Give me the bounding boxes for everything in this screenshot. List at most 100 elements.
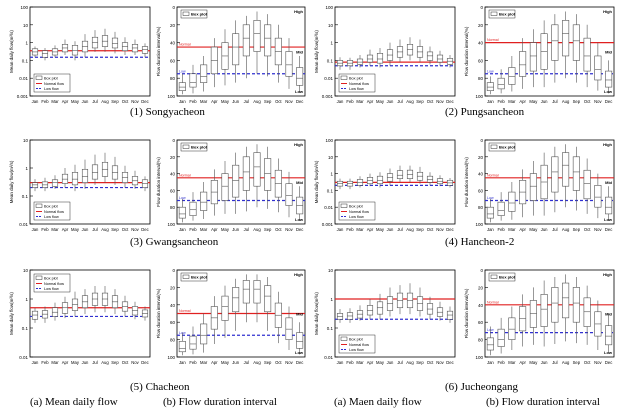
y-tick-label: 0.01 [19,222,28,227]
box-rect [376,175,384,185]
y-tick-label: 0.01 [19,355,28,360]
x-tick-label: Jun [82,99,89,104]
box-rect [232,33,240,66]
y-axis-label: Mean daily flow(m³/s) [9,292,14,335]
y-tick-label: 0.1 [327,58,334,63]
x-tick-label: May [529,227,538,232]
box-rect [594,55,602,81]
x-tick-label: Dec [446,360,453,365]
legend-label: Normal flow [349,210,369,214]
x-tick-label: Dec [446,227,453,232]
box-rect [189,201,197,216]
y-tick-label: 40 [170,41,176,46]
legend-label: Box plot [349,205,364,209]
y-tick-label: 0.01 [324,355,333,360]
box-rect [296,332,304,349]
x-tick-label: Jun [82,360,89,365]
zone-label-low: Low [295,350,304,355]
x-tick-label: Feb [41,99,49,104]
box-rect [529,42,537,72]
x-tick-label: Mar [51,360,59,365]
box-rect [376,53,384,64]
y-tick-label: 100 [325,138,333,143]
legend-label: Low flow [349,348,364,352]
box-rect [366,54,374,63]
x-tick-label: Nov [285,227,293,232]
legend-label: Box plot [191,145,208,150]
x-tick-label: Apr [519,99,526,104]
y-tick-label: 1 [330,297,333,302]
x-tick-label: Aug [101,227,109,232]
x-tick-label: Sep [111,227,119,232]
y-tick-label: 20 [478,285,484,290]
panel-caption: (6) Jucheongang [445,381,519,393]
y-tick-label: 0 [480,268,483,273]
legend-label: Box plot [44,277,59,281]
x-tick-label: May [529,360,538,365]
x-tick-label: Oct [275,99,282,104]
x-tick-label: Sep [111,360,119,365]
legend-label: Box plot [44,205,59,209]
y-tick-label: 10 [328,155,334,160]
y-tick-label: 10 [23,268,29,273]
zone-label-mid: Mid [605,312,612,317]
x-tick-label: Jun [541,360,548,365]
chart-legend: Box plot [180,142,208,152]
y-tick-label: 0 [172,268,175,273]
y-tick-label: 80 [478,76,484,81]
y-axis-label: Flow duration interval(%) [464,26,469,76]
x-tick-label: May [376,99,385,104]
box-rect [221,295,229,321]
x-tick-label: Sep [111,99,119,104]
x-tick-label: Aug [253,227,261,232]
zone-label-mid: Mid [296,50,303,55]
legend-frame [338,201,376,221]
x-tick-label: Aug [562,360,570,365]
x-tick-label: Aug [101,360,109,365]
y-tick-label: 40 [170,303,176,308]
x-tick-label: Jun [387,227,394,232]
y-tick-label: 100 [167,355,175,360]
x-tick-label: Jun [232,360,239,365]
x-tick-label: Dec [446,99,453,104]
plot-frame [176,6,306,97]
box-rect [178,341,186,353]
box-rect [81,168,89,183]
box-rect [436,54,444,63]
chart-legend: Box plot [180,272,208,282]
legend-box-swatch [490,274,498,279]
x-tick-label: Aug [253,99,261,104]
x-tick-label: Jul [244,99,249,104]
x-tick-label: Nov [285,360,293,365]
legend-label: Low flow [44,87,59,91]
x-tick-label: Jul [552,360,557,365]
flow-duration-chart: 020406080100NormalLowJanFebMarAprMayJunJ… [464,268,615,365]
x-tick-label: Jul [397,227,402,232]
x-tick-label: Sep [416,227,424,232]
x-tick-label: Apr [211,99,218,104]
box-rect [232,164,240,198]
legend-frame [338,73,376,93]
zone-label-low: Low [295,89,304,94]
low-line-label: Low [179,69,186,73]
x-tick-label: Apr [367,360,374,365]
x-tick-label: Jun [232,227,239,232]
x-tick-label: May [71,99,80,104]
y-axis-label: Flow duration interval(%) [464,157,469,207]
y-tick-label: 0.001 [17,94,29,99]
y-tick-label: 60 [478,320,484,325]
legend-box-swatch [490,11,498,16]
x-tick-label: Aug [406,99,414,104]
box-rect [71,45,79,56]
x-tick-label: Oct [584,360,591,365]
box-rect [551,287,559,323]
legend-label: Normal flow [349,343,369,347]
low-line-label: Low [487,196,494,200]
x-tick-label: Oct [122,360,129,365]
normal-line-label: Normal [487,173,499,177]
box-rect [71,298,79,311]
